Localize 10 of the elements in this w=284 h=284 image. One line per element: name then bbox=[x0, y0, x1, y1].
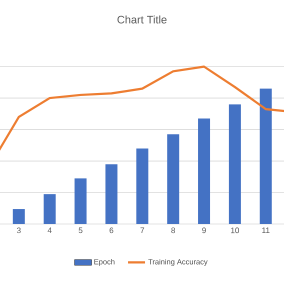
bar bbox=[105, 164, 118, 224]
bar bbox=[12, 209, 25, 224]
bar bbox=[228, 104, 241, 224]
chart-title: Chart Title bbox=[117, 15, 167, 24]
bar bbox=[167, 134, 180, 224]
bar bbox=[136, 148, 148, 224]
bar bbox=[74, 178, 87, 224]
bar bbox=[260, 88, 272, 224]
bar bbox=[198, 118, 210, 224]
bar bbox=[44, 194, 56, 224]
